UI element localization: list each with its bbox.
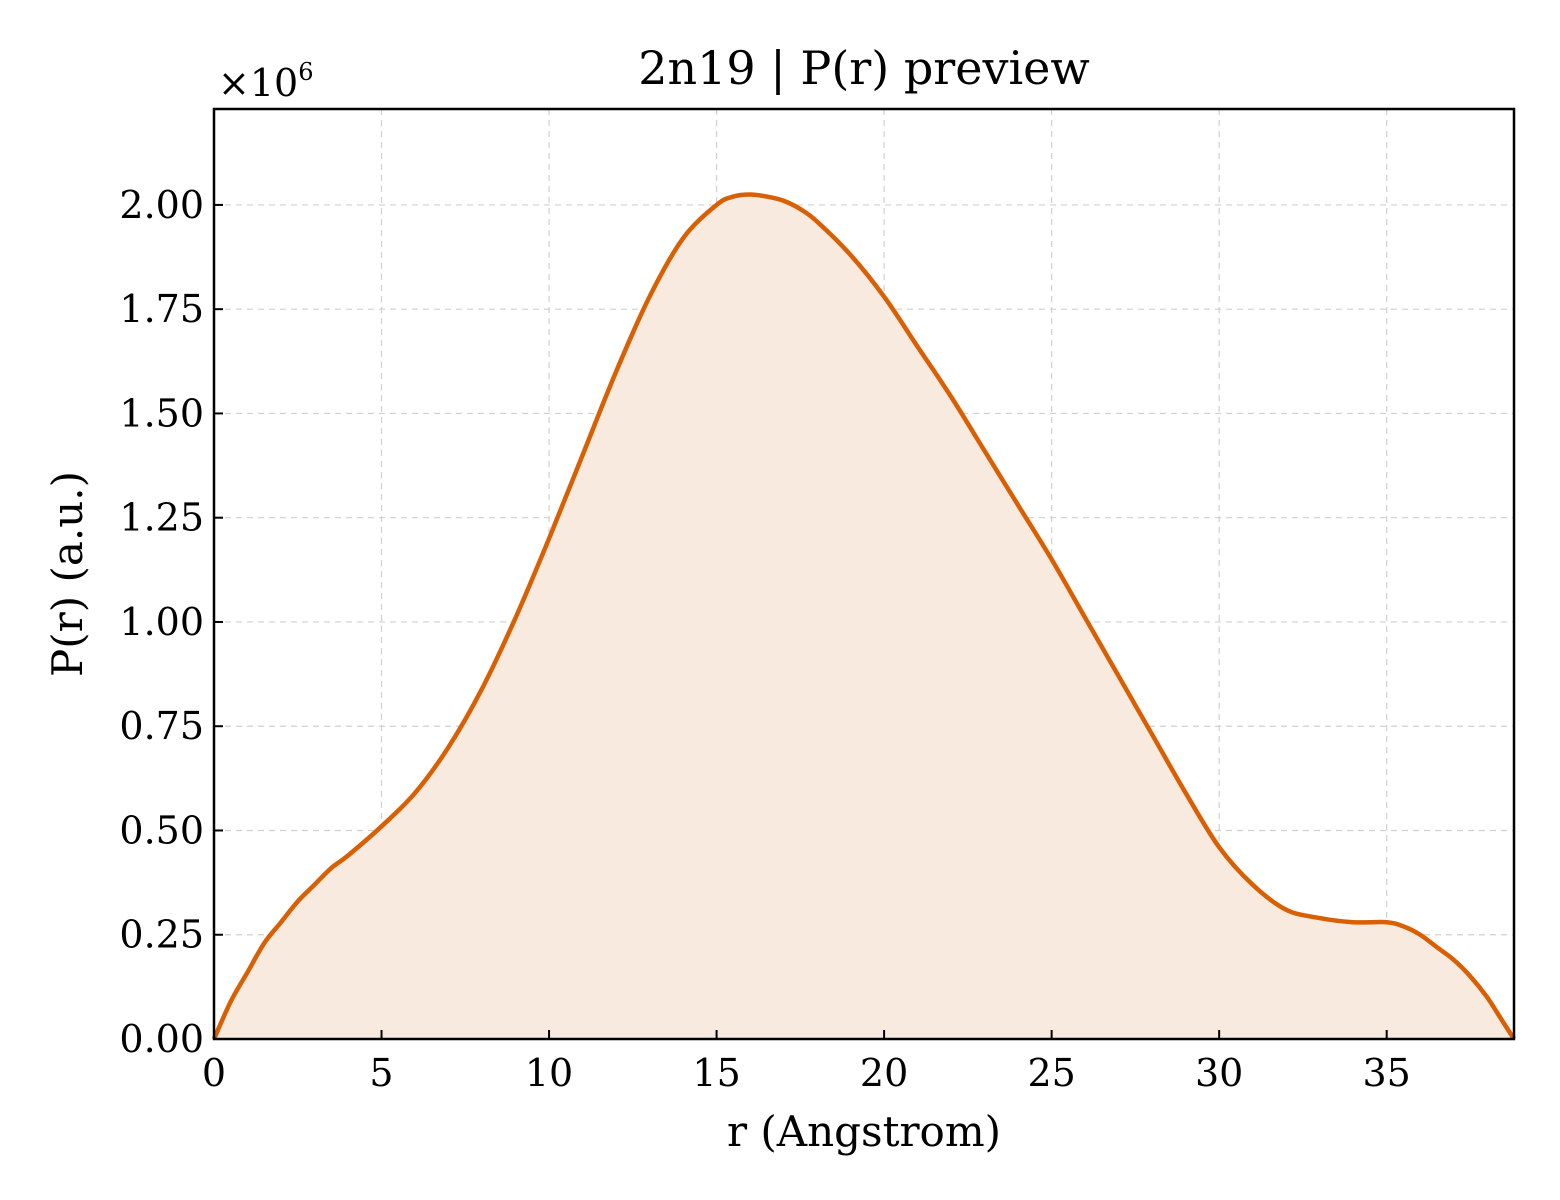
axis-ticks [213, 203, 1388, 1040]
plot-frame [212, 107, 1516, 1041]
y-tick-label: 1.75 [119, 287, 204, 331]
x-tick-label: 20 [860, 1051, 908, 1095]
x-tick-label: 5 [369, 1051, 393, 1095]
y-tick-label: 1.00 [119, 600, 204, 644]
y-tick-label: 0.25 [119, 913, 204, 957]
chart-title: 2n19 | P(r) preview [638, 41, 1090, 95]
pr-area-fill [214, 194, 1514, 1040]
y-axis-label: P(r) (a.u.) [43, 471, 92, 677]
y-tick-label: 0.00 [119, 1017, 204, 1061]
pr-curve-line [211, 192, 1516, 1041]
x-tick-label: 30 [1195, 1051, 1243, 1095]
x-tick-label: 35 [1363, 1051, 1411, 1095]
y-axis-multiplier: ×106 [218, 58, 313, 105]
y-tick-label: 0.50 [119, 808, 204, 852]
x-axis-label: r (Angstrom) [727, 1107, 1001, 1156]
x-tick-label: 10 [525, 1051, 573, 1095]
x-tick-label: 15 [692, 1051, 740, 1095]
y-tick-label: 1.50 [119, 391, 204, 435]
x-tick-label: 25 [1027, 1051, 1075, 1095]
x-tick-label: 0 [202, 1051, 226, 1095]
y-tick-label: 2.00 [119, 183, 204, 227]
y-tick-label: 1.25 [119, 496, 204, 540]
y-tick-label: 0.75 [119, 704, 204, 748]
